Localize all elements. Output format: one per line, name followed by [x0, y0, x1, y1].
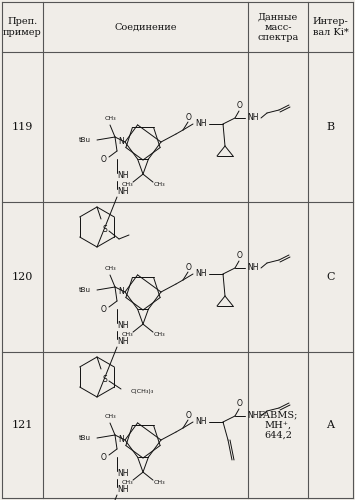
Text: N: N	[118, 436, 124, 444]
Text: CH₃: CH₃	[121, 332, 133, 336]
Text: CH₃: CH₃	[104, 266, 116, 272]
Text: N: N	[118, 138, 124, 146]
Text: C(CH₃)₃: C(CH₃)₃	[131, 388, 154, 394]
Text: CH₃: CH₃	[153, 332, 165, 336]
Text: NH: NH	[195, 270, 207, 278]
Text: B: B	[327, 122, 334, 132]
Text: N: N	[118, 288, 124, 296]
Text: S: S	[103, 224, 107, 234]
Text: O: O	[186, 112, 192, 122]
Text: 120: 120	[12, 272, 33, 282]
Text: NH: NH	[117, 172, 129, 180]
Text: Данные
масс-
спектра: Данные масс- спектра	[257, 12, 299, 42]
Text: CH₃: CH₃	[153, 182, 165, 186]
Text: O: O	[186, 410, 192, 420]
Text: NH: NH	[247, 412, 259, 420]
Text: Соединение: Соединение	[114, 22, 177, 32]
Text: O: O	[101, 452, 107, 462]
Text: Интер-
вал Ki*: Интер- вал Ki*	[313, 18, 348, 36]
Text: NH: NH	[195, 418, 207, 426]
Text: O: O	[237, 102, 243, 110]
Text: O: O	[101, 304, 107, 314]
Text: O: O	[237, 400, 243, 408]
Text: tBu: tBu	[79, 287, 91, 293]
Text: NH: NH	[117, 486, 129, 494]
Text: CH₃: CH₃	[121, 182, 133, 186]
Text: CH₃: CH₃	[121, 480, 133, 484]
Text: CH₃: CH₃	[153, 480, 165, 484]
Text: CH₃: CH₃	[104, 414, 116, 420]
Text: NH: NH	[195, 120, 207, 128]
Text: O: O	[237, 252, 243, 260]
Text: S: S	[103, 374, 107, 384]
Text: tBu: tBu	[79, 435, 91, 441]
Text: O: O	[186, 262, 192, 272]
Text: NH: NH	[117, 188, 129, 196]
Text: CH₃: CH₃	[104, 116, 116, 121]
Text: NH: NH	[247, 114, 259, 122]
Text: NH: NH	[117, 470, 129, 478]
Text: O: O	[101, 154, 107, 164]
Text: tBu: tBu	[79, 137, 91, 143]
Text: 121: 121	[12, 420, 33, 430]
Text: NH: NH	[117, 322, 129, 330]
Text: NH: NH	[117, 338, 129, 346]
Text: 119: 119	[12, 122, 33, 132]
Text: A: A	[327, 420, 334, 430]
Text: FABMS;
MH⁺,
644,2: FABMS; MH⁺, 644,2	[258, 410, 298, 440]
Text: C: C	[326, 272, 335, 282]
Text: NH: NH	[247, 264, 259, 272]
Text: Преп.
пример: Преп. пример	[3, 18, 42, 36]
